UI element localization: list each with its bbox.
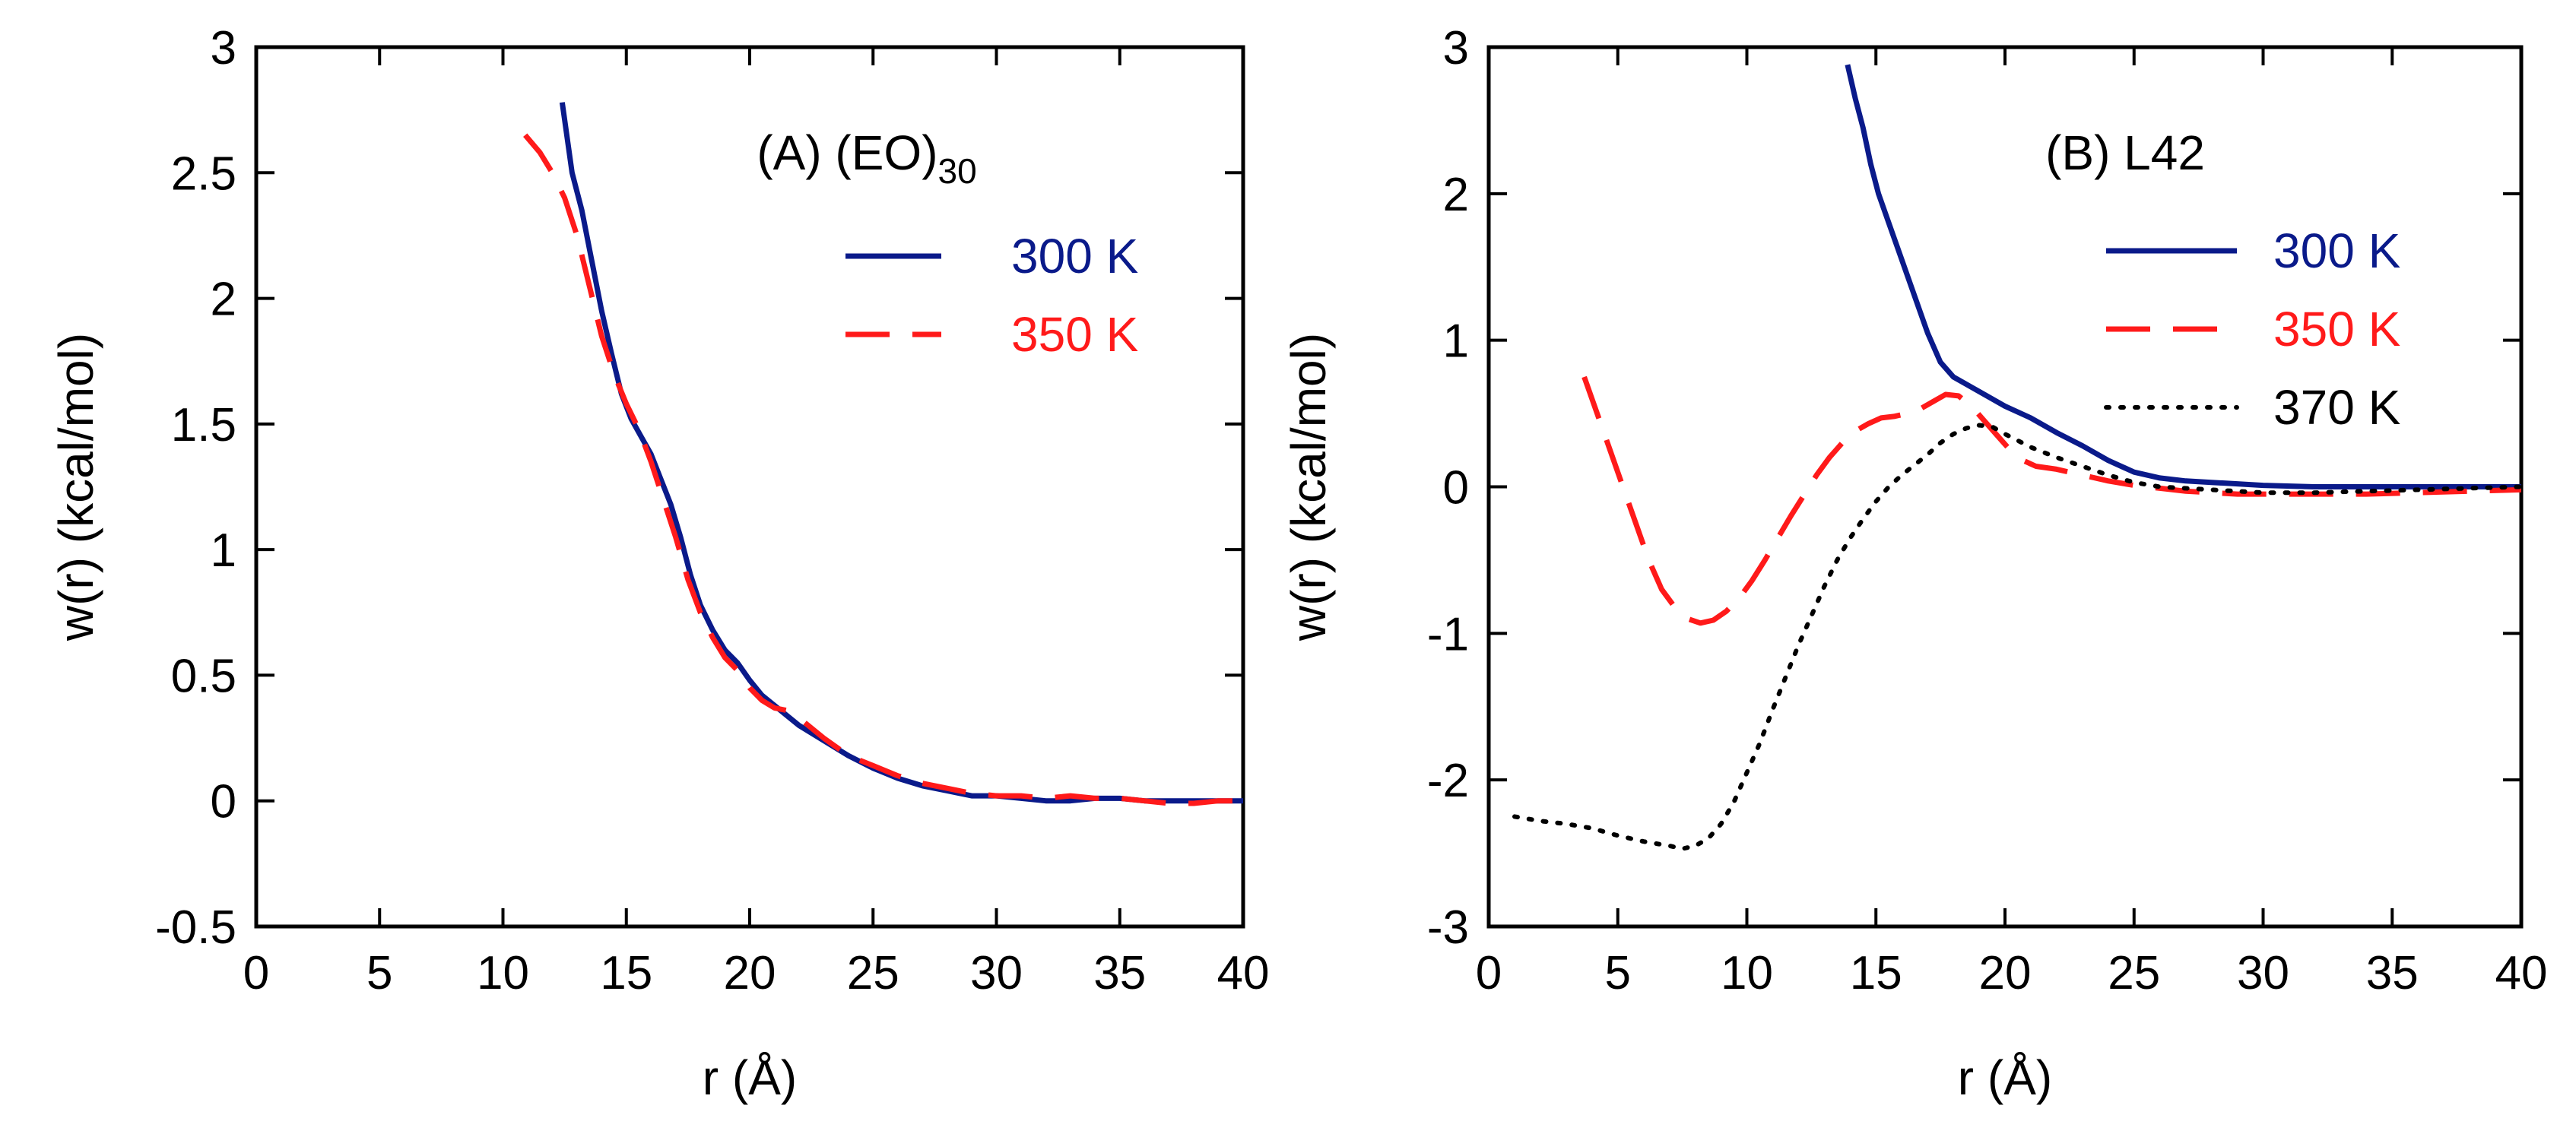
x-tick-label: 40 bbox=[1217, 947, 1270, 999]
y-axis-title: w(r) (kcal/mol) bbox=[49, 333, 103, 641]
x-tick-label: 5 bbox=[366, 947, 392, 999]
x-tick-label: 20 bbox=[724, 947, 776, 999]
x-tick-label: 25 bbox=[847, 947, 899, 999]
y-tick-label: 2.5 bbox=[171, 147, 236, 200]
y-tick-label: 1.5 bbox=[171, 399, 236, 451]
y-tick-label: -2 bbox=[1427, 755, 1469, 807]
panel-a: 0 5 10 15 20 25 30 35 40-0.500.511.522.53r (Å)w(… bbox=[49, 22, 1269, 1105]
legend-label: 370 K bbox=[2273, 380, 2400, 435]
x-tick-label: 40 bbox=[2495, 947, 2548, 999]
y-tick-label: -0.5 bbox=[155, 901, 236, 954]
x-tick-label: 30 bbox=[2237, 947, 2289, 999]
x-axis-title: r (Å) bbox=[703, 1050, 797, 1105]
y-tick-label: 1 bbox=[211, 524, 236, 577]
series-line-350-k bbox=[523, 133, 1243, 806]
plot-frame bbox=[254, 45, 1245, 929]
y-tick-label: 0.5 bbox=[171, 650, 236, 702]
legend-label: 350 K bbox=[1011, 307, 1138, 362]
x-tick-label: 35 bbox=[2366, 947, 2419, 999]
panel-title: (A) (EO)30 bbox=[757, 125, 976, 191]
y-tick-label: 1 bbox=[1443, 315, 1469, 368]
legend-label: 300 K bbox=[1011, 229, 1138, 283]
x-tick-label: 25 bbox=[2108, 947, 2160, 999]
x-tick-label: 15 bbox=[1850, 947, 1902, 999]
x-tick-label: 0 bbox=[1476, 947, 1502, 999]
y-tick-label: 3 bbox=[1443, 22, 1469, 74]
y-tick-label: -1 bbox=[1427, 608, 1469, 660]
panel-b: 0 5 10 15 20 25 30 35 40 -3 -2 -1 0 1 2 3 r (Å) w(r) (kca… bbox=[1281, 22, 2547, 1105]
series-line-300-k bbox=[1845, 64, 2521, 489]
y-tick-label: 0 bbox=[1443, 462, 1469, 515]
y-axis-title: w(r) (kcal/mol) bbox=[1281, 333, 1336, 641]
legend-label: 300 K bbox=[2273, 223, 2400, 278]
series-line-350-k bbox=[1581, 375, 2521, 626]
y-tick-label: -3 bbox=[1427, 901, 1469, 954]
series-line-370-k bbox=[1512, 423, 2521, 851]
x-axis-title: r (Å) bbox=[1958, 1050, 2052, 1105]
panel-title: (B) L42 bbox=[2045, 125, 2205, 180]
legend-label: 350 K bbox=[2273, 302, 2400, 356]
y-tick-label: 2 bbox=[211, 274, 236, 326]
y-tick-label: 3 bbox=[211, 22, 236, 74]
x-tick-label: 10 bbox=[477, 947, 529, 999]
x-tick-label: 15 bbox=[600, 947, 652, 999]
x-tick-label: 5 bbox=[1605, 947, 1631, 999]
y-tick-label: 2 bbox=[1443, 169, 1469, 221]
series-line-300-k bbox=[559, 102, 1243, 804]
y-tick-label: 0 bbox=[211, 776, 236, 828]
x-tick-label: 35 bbox=[1093, 947, 1146, 999]
x-tick-label: 0 bbox=[243, 947, 269, 999]
x-tick-label: 10 bbox=[1721, 947, 1773, 999]
x-tick-label: 30 bbox=[970, 947, 1023, 999]
x-tick-label: 20 bbox=[1979, 947, 2032, 999]
panel-title-subscript: 30 bbox=[938, 151, 977, 191]
